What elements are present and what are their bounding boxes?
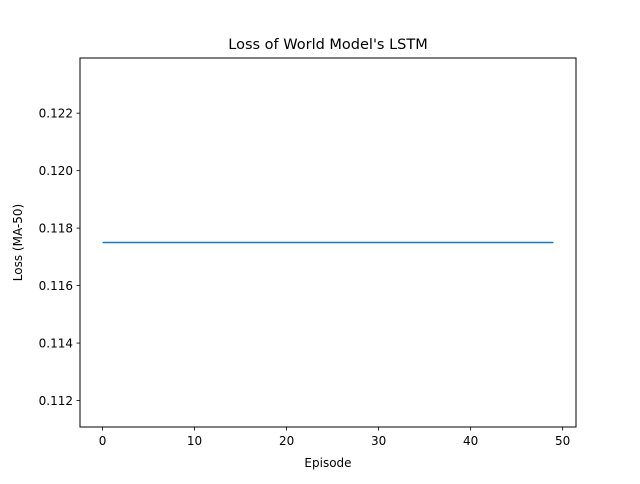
plot-frame xyxy=(79,57,577,428)
x-tick-label: 30 xyxy=(371,434,386,448)
y-tick-label: 0.118 xyxy=(39,221,73,235)
chart-title: Loss of World Model's LSTM xyxy=(228,37,428,53)
x-tick-label: 50 xyxy=(555,434,570,448)
y-tick-label: 0.120 xyxy=(39,164,73,178)
y-axis: 0.112 0.114 0.116 0.118 0.120 0.122 xyxy=(39,106,80,408)
x-tick-label: 10 xyxy=(187,434,202,448)
x-axis: 0 10 20 30 40 50 xyxy=(99,427,570,448)
y-tick-label: 0.122 xyxy=(39,106,73,120)
x-tick-label: 0 xyxy=(99,434,107,448)
y-tick-label: 0.116 xyxy=(39,279,73,293)
y-tick-label: 0.114 xyxy=(39,336,73,350)
y-axis-label: Loss (MA-50) xyxy=(11,204,25,281)
y-tick-label: 0.112 xyxy=(39,394,73,408)
x-axis-label: Episode xyxy=(304,456,351,470)
x-tick-label: 40 xyxy=(463,434,478,448)
x-tick-label: 20 xyxy=(279,434,294,448)
plot-area xyxy=(79,57,577,428)
